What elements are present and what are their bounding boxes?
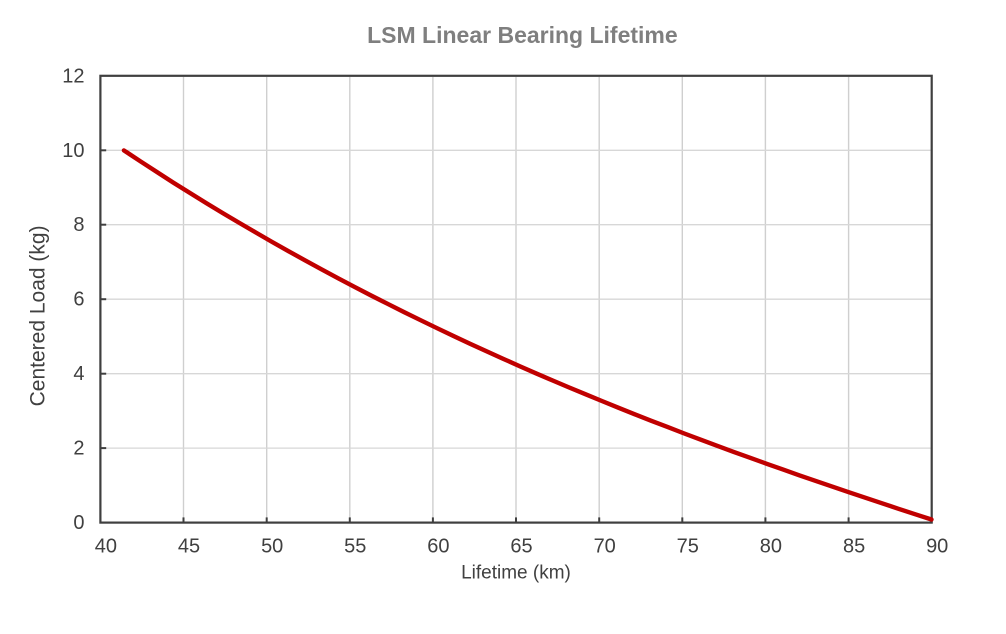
svg-text:Centered Load (kg): Centered Load (kg)	[27, 225, 50, 406]
svg-text:75: 75	[677, 536, 699, 558]
svg-text:70: 70	[594, 536, 616, 558]
svg-text:0: 0	[73, 512, 84, 534]
svg-text:Lifetime (km): Lifetime (km)	[461, 563, 571, 584]
svg-text:6: 6	[73, 289, 84, 311]
svg-text:LSM Linear Bearing Lifetime: LSM Linear Bearing Lifetime	[367, 22, 678, 48]
svg-text:12: 12	[62, 65, 84, 87]
svg-text:8: 8	[73, 214, 84, 236]
svg-text:10: 10	[62, 140, 84, 162]
svg-text:85: 85	[843, 536, 865, 558]
svg-text:55: 55	[344, 536, 366, 558]
svg-text:50: 50	[261, 536, 283, 558]
svg-text:60: 60	[427, 536, 449, 558]
svg-text:40: 40	[95, 536, 117, 558]
svg-text:2: 2	[73, 438, 84, 460]
svg-text:80: 80	[760, 536, 782, 558]
svg-text:45: 45	[178, 536, 200, 558]
svg-text:4: 4	[73, 363, 84, 385]
svg-text:65: 65	[510, 536, 532, 558]
svg-text:90: 90	[926, 536, 948, 558]
